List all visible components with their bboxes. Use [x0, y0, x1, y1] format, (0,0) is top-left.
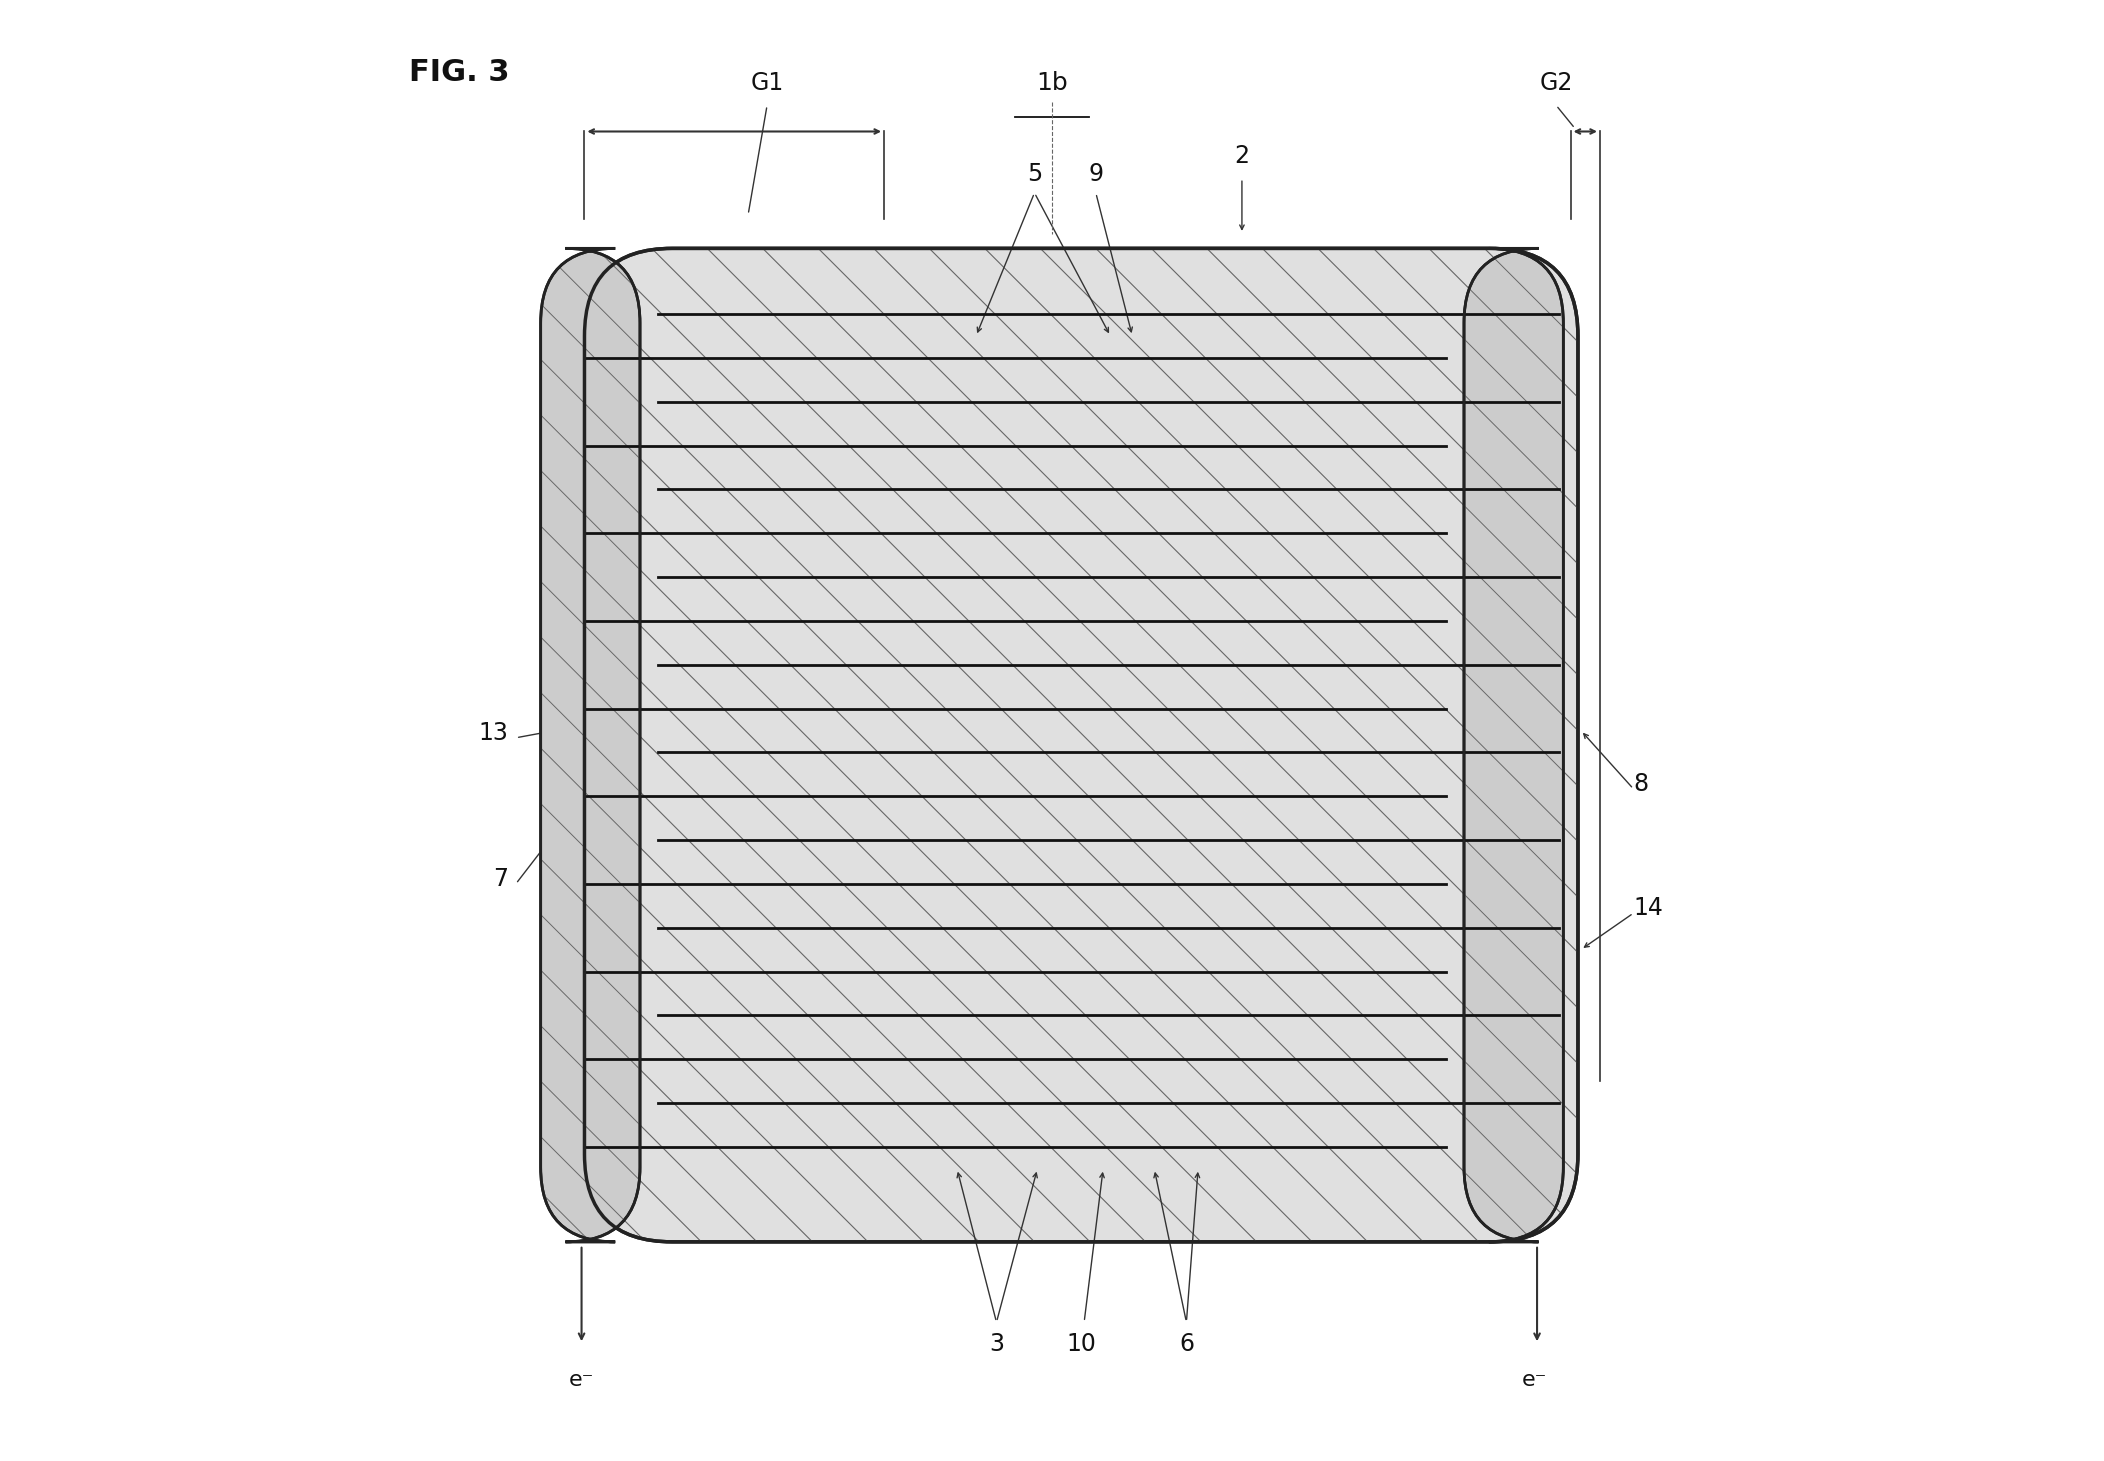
Text: 3: 3	[989, 1332, 1004, 1356]
Text: G1: G1	[751, 72, 783, 95]
Text: 8: 8	[1633, 773, 1650, 796]
Text: 13: 13	[478, 722, 509, 745]
FancyBboxPatch shape	[1464, 248, 1563, 1242]
Text: e⁻: e⁻	[568, 1370, 593, 1391]
Text: 9: 9	[1088, 162, 1102, 186]
Text: FIG. 3: FIG. 3	[408, 58, 509, 88]
Text: 6: 6	[1178, 1332, 1193, 1356]
FancyBboxPatch shape	[585, 248, 1578, 1242]
Text: e⁻: e⁻	[1521, 1370, 1546, 1391]
Text: 5: 5	[1027, 162, 1041, 186]
Text: 7: 7	[494, 868, 509, 891]
FancyBboxPatch shape	[541, 248, 640, 1242]
Text: 10: 10	[1067, 1332, 1096, 1356]
Text: G2: G2	[1540, 72, 1572, 95]
Text: 2: 2	[1235, 145, 1250, 168]
Text: 14: 14	[1633, 897, 1664, 920]
Text: 1b: 1b	[1035, 72, 1069, 95]
